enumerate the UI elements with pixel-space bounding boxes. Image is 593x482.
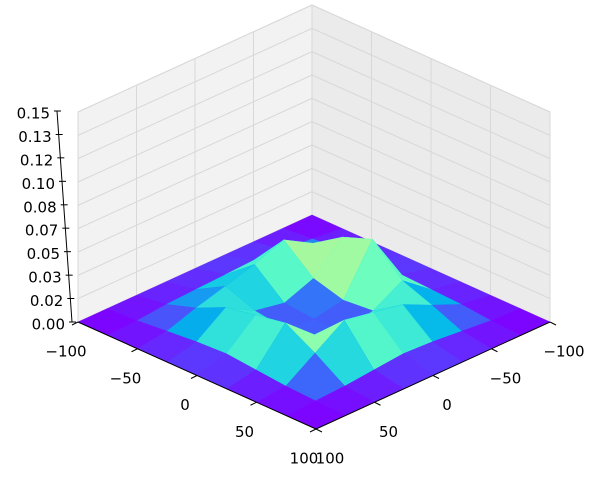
y-tick-label: 50 <box>379 423 398 441</box>
z-tick-label: 0.15 <box>17 105 50 123</box>
y-tick-label: −50 <box>490 369 522 387</box>
z-tick-label: 0.03 <box>28 269 61 287</box>
y-tick-label: −100 <box>543 343 584 361</box>
z-tick-label: 0.00 <box>32 316 65 334</box>
y-tick <box>315 428 323 433</box>
z-tick-label: 0.13 <box>18 128 51 146</box>
x-tick <box>190 375 198 379</box>
z-tick-label: 0.07 <box>25 222 58 240</box>
z-tick-label: 0.10 <box>22 175 55 193</box>
y-tick-label: 0 <box>442 396 452 414</box>
y-tick <box>549 321 557 326</box>
y-tick <box>491 348 498 353</box>
z-tick-label: 0.05 <box>27 245 60 263</box>
x-tick <box>309 428 317 433</box>
x-tick-label: −50 <box>110 369 142 387</box>
y-tick <box>374 401 381 406</box>
x-tick <box>71 321 79 326</box>
x-tick-label: 100 <box>290 450 319 468</box>
y-tick-label: 100 <box>316 450 345 468</box>
x-tick-label: 0 <box>180 396 190 414</box>
y-tick <box>432 375 440 379</box>
x-tick-label: −100 <box>45 343 86 361</box>
z-tick-label: 0.08 <box>23 198 56 216</box>
x-tick <box>250 401 257 406</box>
z-axis-line <box>56 110 73 323</box>
z-tick-label: 0.02 <box>30 292 63 310</box>
x-tick-label: 50 <box>235 423 254 441</box>
x-tick <box>131 348 138 353</box>
z-tick-label: 0.12 <box>20 151 53 169</box>
